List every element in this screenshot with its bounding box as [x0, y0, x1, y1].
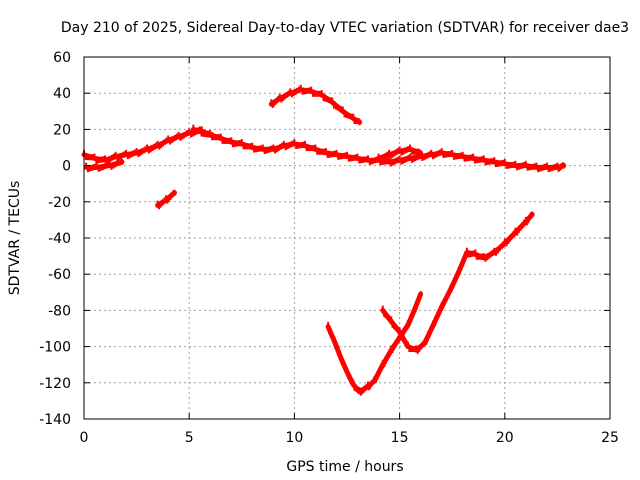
y-tick-label: -80 — [48, 303, 71, 319]
x-tick-label: 20 — [496, 430, 514, 446]
series-mid-dip-trace — [376, 144, 424, 163]
x-tick-label: 25 — [601, 430, 619, 446]
x-tick-label: 10 — [285, 430, 303, 446]
y-tick-label: 60 — [53, 50, 71, 66]
grid — [84, 57, 610, 419]
y-tick-label: -120 — [39, 376, 71, 392]
series-early-lower-trace — [83, 159, 125, 173]
y-tick-label: 0 — [62, 159, 71, 175]
y-tick-label: 40 — [53, 86, 71, 102]
series-main-trace — [81, 126, 567, 173]
data-series — [81, 84, 567, 396]
y-tick-label: -20 — [48, 195, 71, 211]
axis-ticks: 0 5 10 15 20 25 -140 -120 -100 -80 -60 -40 -20 0 20 40 6… — [39, 50, 619, 446]
series-small-negative-trace — [155, 189, 177, 210]
chart-title: Day 210 of 2025, Sidereal Day-to-day VTE… — [61, 20, 629, 36]
x-tick-label: 0 — [80, 430, 89, 446]
x-axis-label: GPS time / hours — [286, 459, 403, 475]
y-tick-label: -140 — [39, 412, 71, 428]
series-spike-trace — [190, 124, 217, 140]
y-tick-label: -40 — [48, 231, 71, 247]
series-arc-trace — [268, 84, 363, 126]
series-deep-dip-trace — [325, 291, 424, 396]
y-axis-label: SDTVAR / TECUs — [7, 181, 23, 296]
series-recovery-trace — [380, 211, 535, 354]
y-tick-label: -60 — [48, 267, 71, 283]
y-tick-label: -100 — [39, 340, 71, 356]
x-tick-label: 5 — [185, 430, 194, 446]
y-tick-label: 20 — [53, 122, 71, 138]
x-tick-label: 15 — [391, 430, 409, 446]
